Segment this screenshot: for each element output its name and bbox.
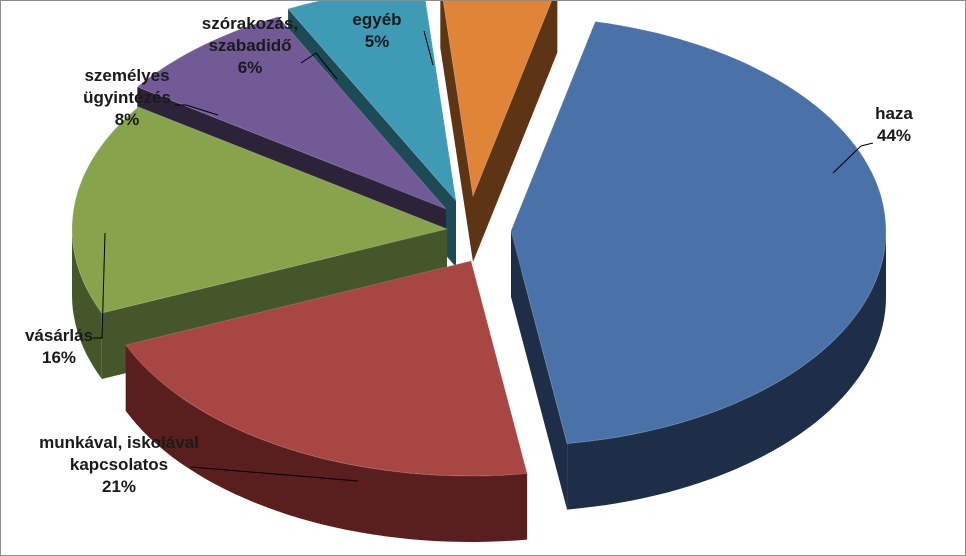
data-label-szemelyes: személyes ügyintézés 8%: [83, 66, 171, 129]
data-label-egyeb: egyéb 5%: [352, 10, 401, 51]
leader-line-szorakozas: [300, 52, 338, 80]
leader-line-haza: [832, 142, 874, 174]
slice-szorakozas[interactable]: [287, 1, 457, 203]
slice-haza-wall: [567, 231, 886, 510]
slice-egyeb[interactable]: [440, 1, 557, 198]
slice-vasarlas[interactable]: [71, 106, 449, 314]
leader-line-munkaval-iskolaval: [190, 466, 359, 482]
leader-line-szemelyes: [175, 104, 219, 116]
slice-szemelyes[interactable]: [136, 16, 447, 210]
slice-munkaval-iskolaval[interactable]: [124, 260, 528, 477]
data-label-szorakozas: szórakozás, szabadidő 6%: [202, 14, 298, 77]
slice-haza[interactable]: [510, 20, 887, 445]
slice-egyeb-face-1: [473, 1, 558, 262]
data-label-munkaval-iskolaval: munkával, iskolával kapcsolatos 21%: [39, 433, 199, 496]
leader-line-vasarlas: [93, 232, 106, 339]
slice-munkaval-iskolaval-wall: [125, 345, 528, 542]
data-label-haza: haza 44%: [875, 104, 913, 145]
data-label-vasarlas: vásárlás 16%: [25, 326, 93, 367]
slice-egyeb-face-0: [440, 1, 473, 262]
slice-vasarlas-wall: [72, 229, 102, 379]
slice-haza-face-1: [511, 231, 568, 510]
leader-line-egyeb: [423, 30, 434, 66]
